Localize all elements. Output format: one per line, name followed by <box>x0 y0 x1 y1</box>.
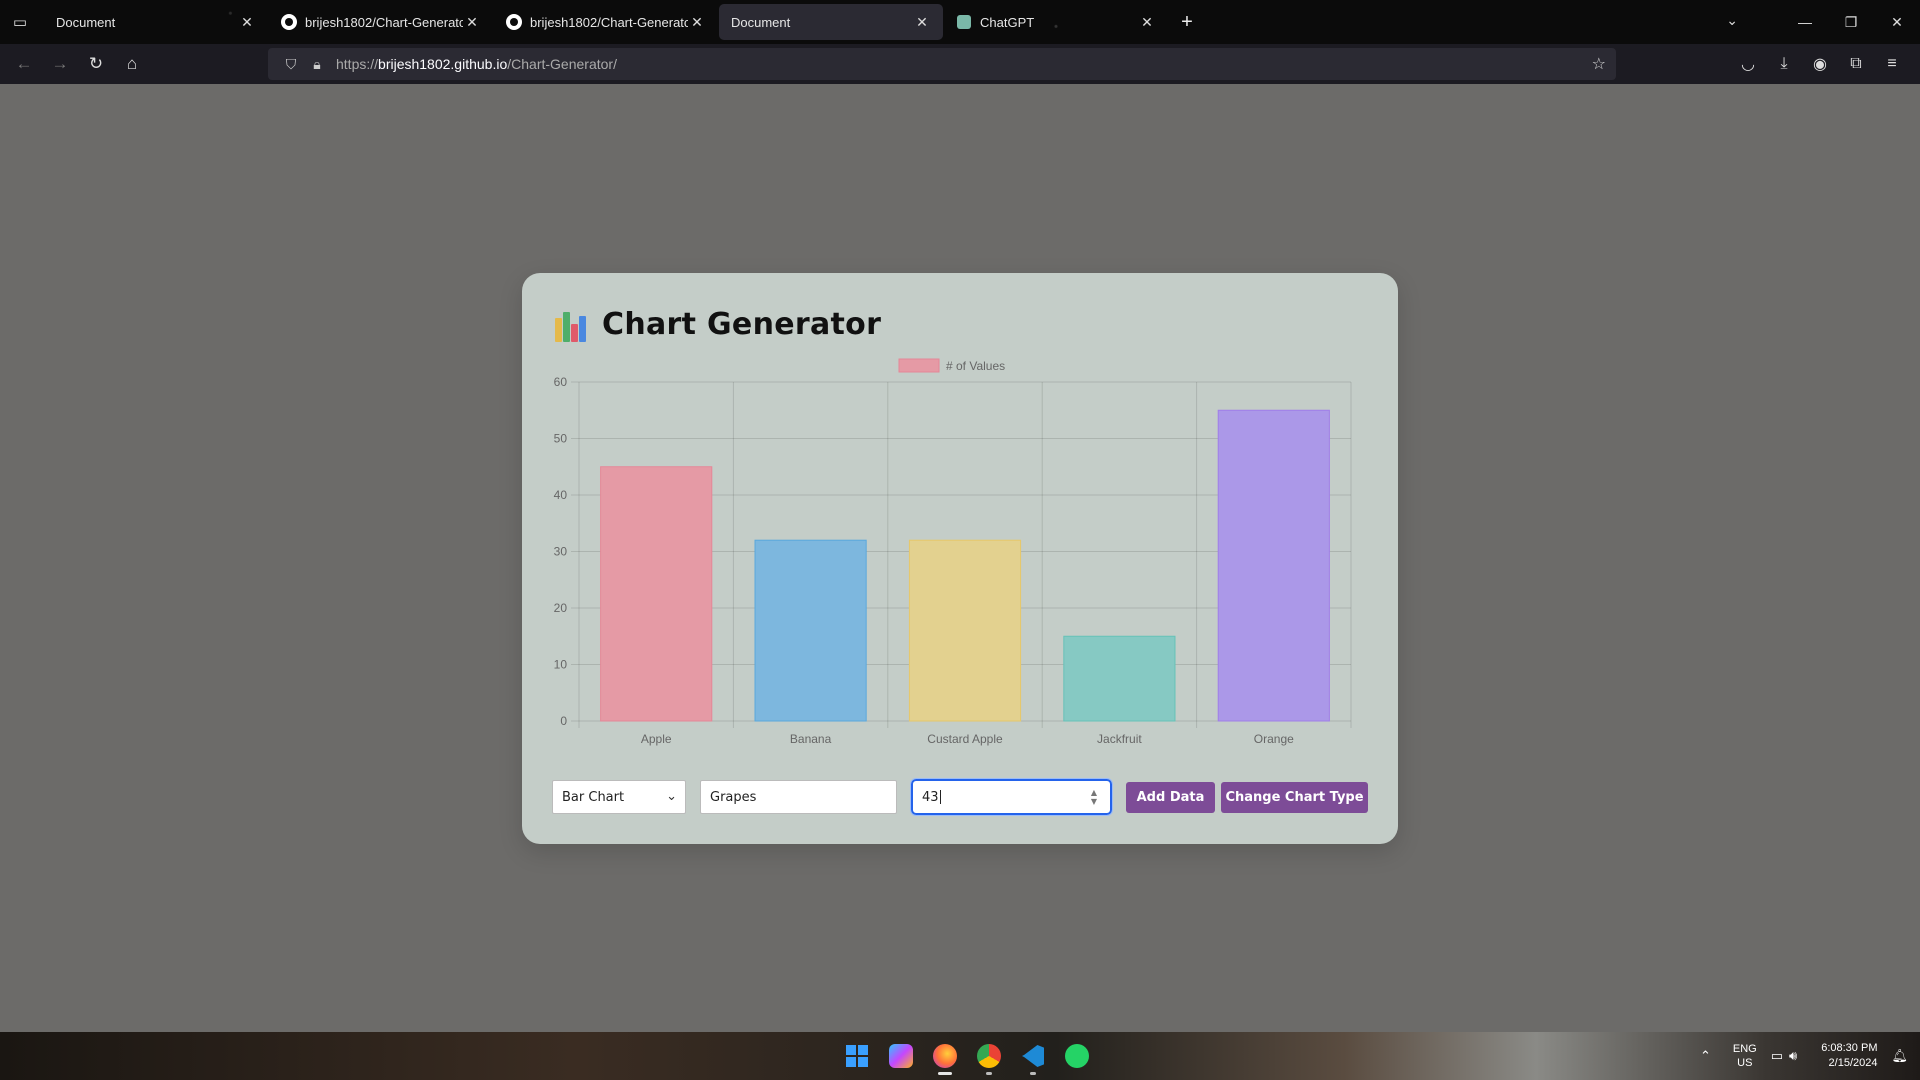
legend-swatch <box>898 358 940 373</box>
bookmark-star-icon[interactable]: ☆ <box>1591 56 1606 73</box>
label-input[interactable]: Grapes <box>700 780 897 814</box>
show-hidden-icons-icon[interactable]: ⌃ <box>1699 1048 1711 1063</box>
chart-type-value: Bar Chart <box>562 789 625 805</box>
y-tick-label: 30 <box>554 545 568 559</box>
close-icon[interactable]: ✕ <box>916 13 928 30</box>
downloads-icon[interactable]: ⤓ <box>1780 55 1788 72</box>
page-title-row: Chart Generator <box>554 307 881 342</box>
url-bar[interactable]: ⛉ 🔒︎ https://brijesh1802.github.io/Chart… <box>268 48 1616 80</box>
chevron-down-icon: ⌄ <box>666 789 677 804</box>
list-all-tabs-icon[interactable]: ⌄ <box>1726 12 1738 28</box>
github-icon <box>281 14 297 30</box>
chart-type-select[interactable]: Bar Chart ⌄ <box>552 780 686 814</box>
page-title: Chart Generator <box>602 307 882 342</box>
bar <box>908 539 1022 722</box>
shield-icon[interactable]: ⛉ <box>285 55 297 72</box>
reload-icon[interactable]: ↻ <box>88 54 104 73</box>
github-icon <box>506 14 522 30</box>
copilot-icon[interactable] <box>879 1040 923 1072</box>
legend-label: # of Values <box>946 359 1005 373</box>
clock-time: 6:08:30 PM <box>1821 1042 1878 1054</box>
tab-2[interactable]: brijesh1802/Chart-Generator ✕ <box>269 4 493 40</box>
chart-generator-card: Chart Generator 0 10 20 30 40 50 60 Apple Banana… <box>522 273 1398 844</box>
menu-icon[interactable]: ≡ <box>1887 55 1897 72</box>
bar <box>600 466 713 722</box>
close-icon[interactable]: ✕ <box>1141 13 1153 30</box>
change-chart-type-button[interactable]: Change Chart Type <box>1221 781 1368 813</box>
url-text[interactable]: https://brijesh1802.github.io/Chart-Gene… <box>336 56 617 72</box>
language-region: US <box>1737 1057 1753 1069</box>
y-tick-label: 10 <box>554 658 568 672</box>
whatsapp-icon[interactable] <box>1055 1040 1099 1072</box>
window-controls: — ❐ ✕ <box>1782 0 1920 44</box>
bar <box>1217 409 1330 722</box>
forward-icon[interactable]: → <box>51 54 69 73</box>
close-window-icon[interactable]: ✕ <box>1891 13 1903 30</box>
tab-3[interactable]: brijesh1802/Chart-Generator: W ✕ <box>494 4 718 40</box>
account-icon[interactable]: ◉ <box>1813 56 1827 73</box>
close-icon[interactable]: ✕ <box>466 13 478 30</box>
bar-chart-icon <box>554 308 586 342</box>
value-input[interactable]: 43 ▲ ▼ <box>910 778 1113 816</box>
x-tick-label: Apple <box>641 732 672 746</box>
lock-icon[interactable]: 🔒︎ <box>313 55 321 72</box>
language-indicator[interactable]: ENG US <box>1733 1042 1757 1070</box>
tab-4-active[interactable]: Document ✕ <box>719 4 943 40</box>
language-code: ENG <box>1732 1043 1757 1055</box>
taskbar-apps <box>835 1040 1099 1075</box>
add-data-button[interactable]: Add Data <box>1126 781 1215 813</box>
vscode-icon[interactable] <box>1011 1040 1055 1075</box>
x-tick-label: Jackfruit <box>1097 732 1142 746</box>
tab-title: brijesh1802/Chart-Generator <box>305 14 463 30</box>
y-tick-label: 50 <box>554 432 568 446</box>
minimize-icon[interactable]: — <box>1798 14 1812 30</box>
back-icon[interactable]: ← <box>15 54 33 73</box>
toolbar-right: ◡ ⤓ ◉ ⧉ ≡ <box>1730 48 1910 80</box>
tab-title: Document <box>56 14 116 30</box>
tab-1[interactable]: Document ✕ <box>44 4 268 40</box>
text-caret <box>939 790 941 804</box>
tab-title: Document <box>731 14 791 30</box>
home-icon[interactable]: ⌂ <box>126 54 138 73</box>
y-tick-label: 60 <box>554 375 568 389</box>
taskbar: ⌃ ENG US ▭🔊︎ 6:08:30 PM 2/15/2024 🔔︎ <box>0 1032 1920 1080</box>
clock-date: 2/15/2024 <box>1828 1057 1878 1069</box>
tab-bar: ▭ Document ✕ brijesh1802/Chart-Generator… <box>0 0 1920 44</box>
y-tick-label: 0 <box>560 714 567 728</box>
bar <box>754 539 867 722</box>
firefox-view-icon[interactable]: ▭ <box>12 14 28 31</box>
tab-title: brijesh1802/Chart-Generator: W <box>530 14 688 30</box>
tab-5[interactable]: ChatGPT ✕ <box>944 4 1168 40</box>
new-tab-icon[interactable]: + <box>1181 10 1193 33</box>
chatgpt-icon <box>956 14 972 30</box>
close-icon[interactable]: ✕ <box>691 13 703 30</box>
restore-icon[interactable]: ❐ <box>1844 13 1858 30</box>
x-tick-label: Banana <box>790 732 832 746</box>
chrome-icon[interactable] <box>967 1040 1011 1075</box>
value-input-value: 43 <box>922 789 939 805</box>
clock[interactable]: 6:08:30 PM 2/15/2024 <box>1821 1041 1877 1071</box>
number-spinner-icon[interactable]: ▲ ▼ <box>1090 788 1098 806</box>
bar <box>1063 635 1176 722</box>
navigation-bar: ← → ↻ ⌂ ⛉ 🔒︎ https://brijesh1802.github.… <box>0 44 1920 84</box>
system-tray: ⌃ ENG US ▭🔊︎ 6:08:30 PM 2/15/2024 🔔︎ <box>1700 1032 1920 1080</box>
y-tick-label: 20 <box>554 601 568 615</box>
close-icon[interactable]: ✕ <box>241 13 253 30</box>
notifications-icon[interactable]: 🔔︎ <box>1891 1048 1908 1063</box>
label-input-value: Grapes <box>710 789 757 805</box>
extensions-icon[interactable]: ⧉ <box>1850 55 1862 72</box>
pocket-icon[interactable]: ◡ <box>1741 56 1755 73</box>
firefox-icon[interactable] <box>923 1040 967 1075</box>
x-tick-label: Orange <box>1254 732 1294 746</box>
network-volume-icon[interactable]: ▭🔊︎ <box>1770 1048 1804 1063</box>
windows-start-icon[interactable] <box>835 1040 879 1072</box>
x-tick-label: Custard Apple <box>927 732 1003 746</box>
bar-chart: 0 10 20 30 40 50 60 Apple Banana Custard Apple Jac… <box>554 358 1352 746</box>
y-tick-label: 40 <box>554 488 568 502</box>
controls-row: Bar Chart ⌄ Grapes 43 ▲ ▼ Add Data Change… <box>552 778 1368 816</box>
tab-title: ChatGPT <box>980 14 1035 30</box>
